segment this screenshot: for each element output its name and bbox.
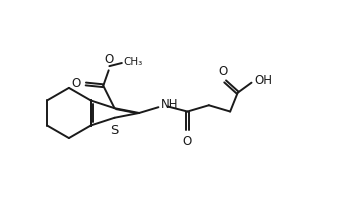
Text: O: O <box>219 65 228 78</box>
Text: O: O <box>183 135 192 148</box>
Text: O: O <box>105 53 114 66</box>
Text: S: S <box>110 124 119 137</box>
Text: O: O <box>72 77 81 91</box>
Text: OH: OH <box>254 74 272 87</box>
Text: CH₃: CH₃ <box>124 57 143 67</box>
Text: NH: NH <box>161 98 179 111</box>
